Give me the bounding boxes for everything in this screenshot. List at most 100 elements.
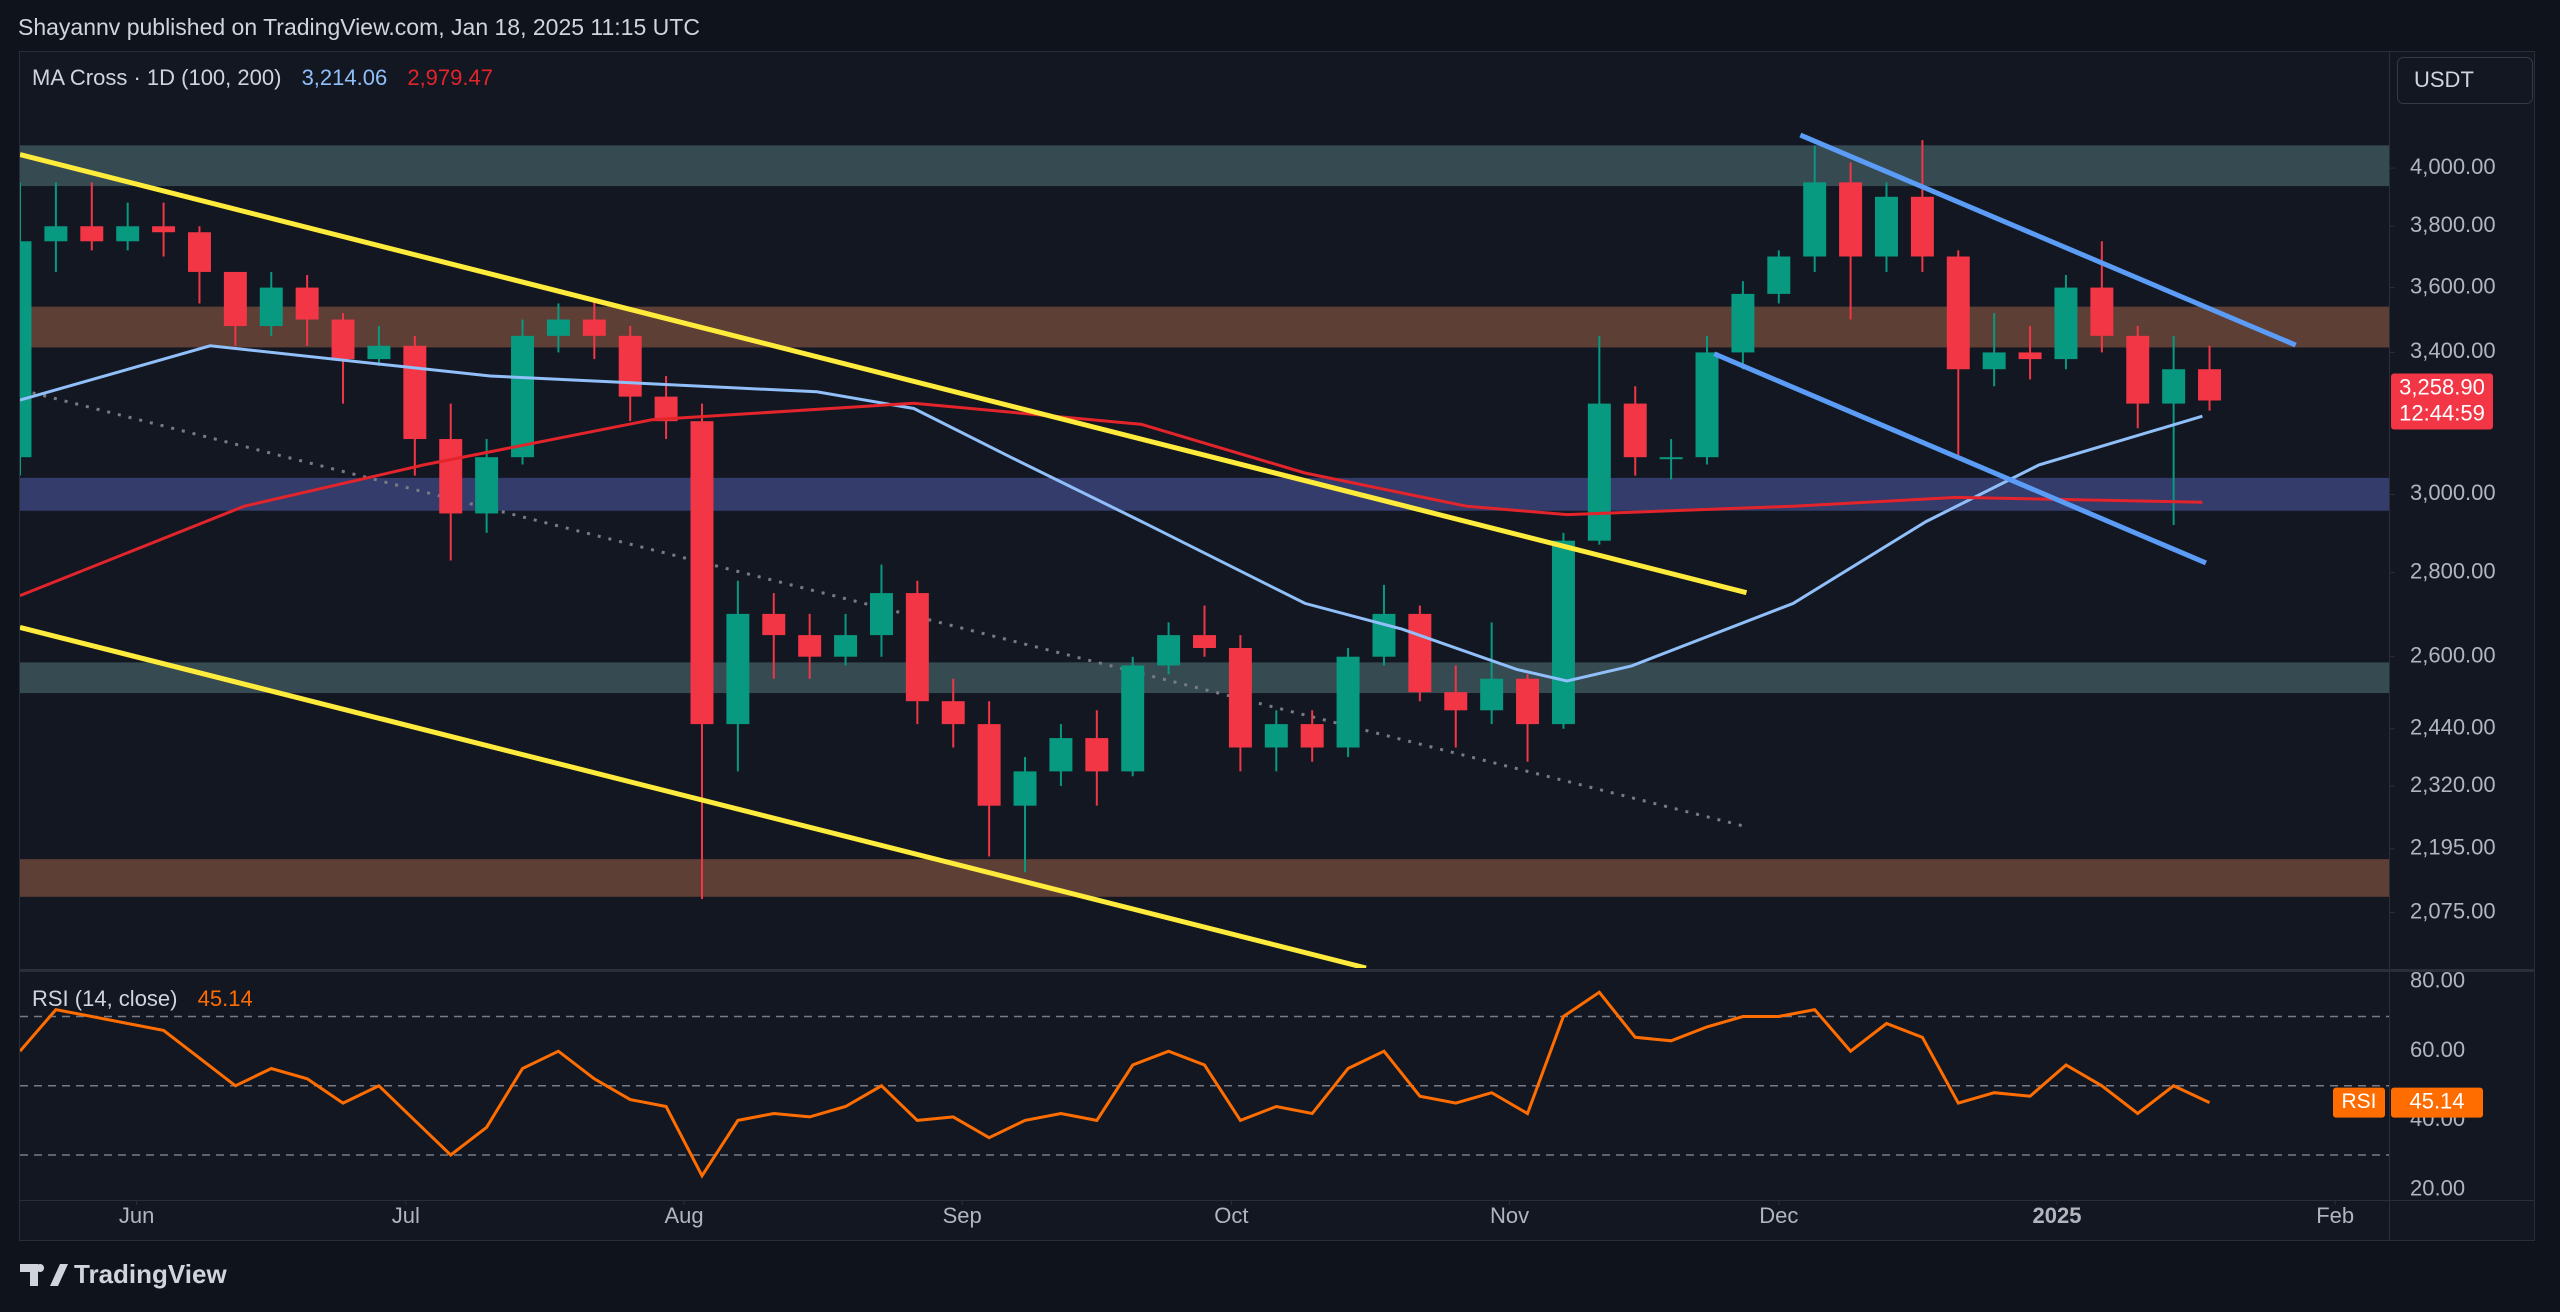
ma100-value: 3,214.06 — [302, 65, 388, 90]
candle-body — [1121, 665, 1145, 772]
candle-body — [1049, 738, 1073, 772]
price-legend: MA Cross · 1D (100, 200) 3,214.06 2,979.… — [32, 65, 493, 90]
y-tick-label: 2,800.00 — [2410, 558, 2496, 583]
candle-body — [187, 232, 211, 272]
x-tick-label: Jul — [392, 1203, 420, 1228]
candle-body — [2162, 369, 2186, 404]
currency-button-frame[interactable] — [2397, 57, 2533, 104]
candle-body — [2198, 369, 2222, 401]
currency-label[interactable]: USDT — [2414, 67, 2474, 92]
candle-body — [1228, 648, 1252, 748]
candle-body — [798, 635, 822, 657]
y-tick-label: 3,400.00 — [2410, 338, 2496, 363]
candle-body — [1946, 256, 1970, 370]
publish-info: Shayannv published on TradingView.com, J… — [18, 14, 700, 40]
last-price-tag — [2391, 373, 2493, 430]
candle-body — [1803, 182, 1827, 257]
candle-body — [1516, 678, 1540, 725]
currency-button[interactable]: USDT — [2397, 57, 2533, 104]
trend-line — [1713, 351, 2207, 566]
trend-line — [20, 624, 1367, 968]
candle-body — [80, 226, 104, 242]
candle-body — [511, 335, 535, 458]
rsi-value-label: 45.14 — [2409, 1088, 2464, 1113]
candle-body — [475, 457, 499, 514]
rsi-tick-label: 80.00 — [2410, 968, 2465, 993]
candle-body — [726, 613, 750, 725]
candle-body — [439, 439, 463, 514]
countdown-label: 12:44:59 — [2399, 400, 2485, 425]
x-tick-label: Oct — [1214, 1203, 1248, 1228]
candle-body — [1874, 196, 1898, 257]
candle-body — [618, 335, 642, 397]
candle-body — [546, 319, 570, 336]
candle-body — [331, 319, 355, 360]
candle-body — [1157, 635, 1181, 666]
trend-line — [20, 152, 1748, 596]
rsi-value: 45.14 — [198, 986, 253, 1011]
zone — [20, 145, 2389, 187]
rsi-name-tag — [2333, 1087, 2385, 1118]
brand-logo[interactable] — [20, 1264, 68, 1286]
candle-body — [259, 287, 283, 327]
zone — [20, 662, 2389, 694]
candle-body — [2054, 287, 2078, 360]
moving-average — [20, 344, 2203, 683]
y-tick-label: 2,320.00 — [2410, 772, 2496, 797]
candle-body — [1336, 656, 1360, 748]
y-tick-label: 2,600.00 — [2410, 643, 2496, 668]
candle-body — [654, 396, 678, 422]
rsi-line — [20, 990, 2211, 1179]
trend-line — [1799, 132, 2297, 348]
x-tick-label: 2025 — [2033, 1203, 2082, 1228]
candle-body — [1659, 457, 1683, 460]
y-tick-label: 4,000.00 — [2410, 154, 2496, 179]
candle-body — [1264, 724, 1288, 748]
brand-name[interactable]: TradingView — [74, 1259, 227, 1289]
candle-body — [582, 319, 606, 336]
candle-body — [295, 287, 319, 320]
candle-body — [1910, 196, 1934, 257]
candle-body — [1982, 352, 2006, 370]
ma200-value: 2,979.47 — [407, 65, 493, 90]
rsi-title: RSI (14, close) — [32, 986, 178, 1011]
indicator-title: MA Cross · 1D (100, 200) — [32, 65, 281, 90]
candle-body — [977, 724, 1001, 806]
candle-body — [1408, 613, 1432, 693]
rsi-legend: RSI (14, close) 45.14 — [32, 986, 253, 1011]
candle-body — [1480, 678, 1504, 711]
candle-body — [2018, 352, 2042, 360]
y-tick-label: 2,075.00 — [2410, 898, 2496, 923]
x-tick-label: Jun — [119, 1203, 154, 1228]
candle-body — [20, 241, 32, 458]
candle-body — [44, 226, 68, 242]
x-tick-label: Aug — [664, 1203, 703, 1228]
candle-body — [1551, 540, 1575, 725]
candle-body — [1372, 613, 1396, 657]
candle-body — [1300, 724, 1324, 748]
y-tick-label: 2,440.00 — [2410, 715, 2496, 740]
brand[interactable]: TradingView — [20, 1259, 227, 1289]
x-tick-label: Dec — [1759, 1203, 1798, 1228]
rsi-tick-label: 60.00 — [2410, 1037, 2465, 1062]
candle-body — [941, 701, 965, 725]
candle-body — [1444, 692, 1468, 711]
zone — [20, 306, 2389, 348]
y-tick-label: 2,195.00 — [2410, 835, 2496, 860]
candle-body — [223, 271, 247, 327]
rsi-pane — [20, 990, 2389, 1179]
x-tick-label: Feb — [2316, 1203, 2354, 1228]
rsi-tick-label: 20.00 — [2410, 1175, 2465, 1200]
candle-body — [834, 635, 858, 657]
candle-body — [869, 593, 893, 636]
candle-body — [1695, 352, 1719, 458]
chart-panel — [19, 51, 2535, 1241]
rsi-name-label: RSI — [2341, 1090, 2376, 1113]
candle-body — [152, 226, 176, 233]
candle-body — [1731, 293, 1755, 353]
x-tick-label: Sep — [943, 1203, 982, 1228]
price-pane — [20, 132, 2389, 968]
candle-body — [1767, 256, 1791, 294]
